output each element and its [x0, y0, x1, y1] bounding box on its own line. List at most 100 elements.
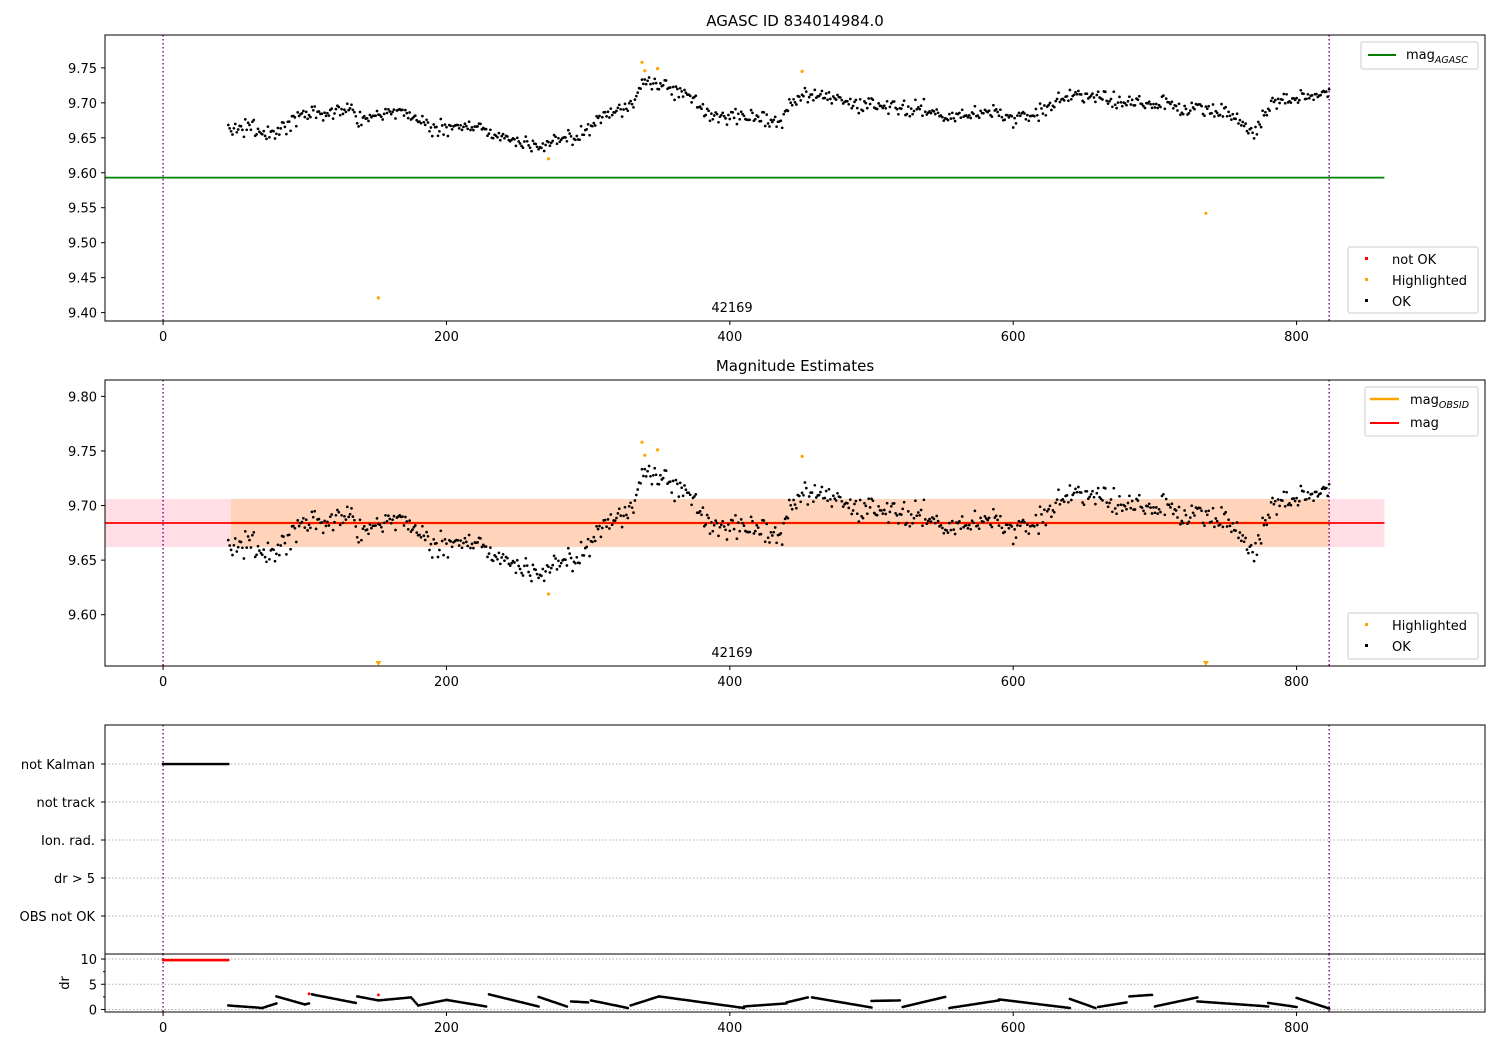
top-ok-point — [773, 115, 777, 119]
middle-ok-point — [515, 558, 519, 562]
middle-ok-point — [548, 571, 552, 574]
top-ok-point — [435, 125, 438, 129]
middle-ok-point — [627, 504, 631, 508]
top-ok-point — [389, 112, 393, 116]
top-ok-point — [858, 97, 862, 101]
top-ok-point — [540, 146, 543, 150]
top-ok-point — [1048, 101, 1052, 105]
top-ok-point — [460, 128, 464, 132]
middle-ok-point — [1112, 486, 1116, 490]
top-x-tick-label: 600 — [1001, 330, 1026, 345]
middle-ok-point — [547, 565, 550, 569]
middle-ok-point — [775, 541, 778, 545]
middle-highlighted-point — [643, 453, 647, 457]
middle-ok-point — [235, 550, 239, 553]
top-ok-point — [700, 107, 703, 111]
middle-ok-point — [932, 517, 936, 521]
middle-ok-point — [1238, 531, 1242, 534]
top-x-tick-label: 400 — [717, 330, 742, 345]
middle-ok-point — [683, 484, 686, 487]
top-ok-point — [834, 98, 838, 101]
dr-axis-label: dr — [58, 976, 73, 990]
top-ok-point — [807, 95, 811, 99]
dr-point — [626, 1006, 630, 1010]
top-ok-point — [360, 123, 363, 127]
middle-ok-point — [530, 579, 533, 583]
top-ok-point — [627, 101, 631, 105]
middle-ok-point — [973, 509, 977, 513]
dr-red-point — [377, 993, 380, 997]
top-ok-point — [1011, 126, 1015, 129]
top-ok-point — [241, 128, 244, 132]
top-ok-point — [710, 112, 713, 115]
top-ok-point — [1306, 92, 1310, 96]
dr-point — [354, 1001, 358, 1005]
middle-ok-point — [1174, 509, 1178, 512]
top-ok-point — [469, 128, 472, 132]
middle-ok-point — [1020, 520, 1024, 524]
middle-ok-point — [375, 517, 379, 520]
middle-ok-point — [275, 552, 278, 556]
top-ok-point — [742, 114, 746, 118]
top-ok-point — [1043, 104, 1046, 107]
top-ok-point — [763, 124, 767, 128]
middle-ok-point — [463, 536, 467, 540]
middle-ok-point — [336, 508, 339, 512]
top-ok-point — [759, 119, 763, 123]
middle-ok-point — [1142, 509, 1145, 513]
dr-point — [1125, 1001, 1128, 1004]
middle-ok-point — [688, 493, 692, 497]
middle-ok-point — [1150, 512, 1154, 515]
middle-ok-point — [1220, 506, 1223, 509]
middle-ok-point — [1006, 523, 1009, 527]
top-ok-point — [506, 135, 509, 138]
top-ok-point — [413, 114, 417, 117]
top-ok-point — [1062, 99, 1066, 102]
top-chart-marks: 9.40 9.45 9.50 9.55 9.60 9.65 9.70 9.75 0 200 400 6… — [68, 35, 1385, 345]
middle-ok-point — [765, 522, 769, 526]
middle-ok-point — [358, 518, 362, 522]
middle-ok-point — [1065, 494, 1069, 497]
top-ok-point — [1170, 100, 1174, 104]
middle-ok-point — [287, 533, 291, 537]
top-ok-point — [391, 110, 394, 114]
middle-ok-point — [1103, 487, 1107, 490]
middle-ok-point — [1140, 506, 1144, 510]
top-ok-point — [406, 116, 410, 120]
middle-ok-point — [1307, 496, 1311, 500]
top-ok-point — [623, 102, 627, 106]
top-highlighted-point — [1204, 211, 1208, 215]
middle-ok-point — [391, 518, 394, 522]
middle-ok-point — [714, 519, 718, 522]
top-ok-point — [1103, 90, 1107, 94]
middle-ok-point — [263, 555, 267, 559]
top-ok-point — [317, 110, 321, 113]
top-ok-point — [795, 103, 798, 106]
middle-ok-point — [676, 482, 679, 486]
middle-ok-point — [802, 493, 805, 497]
top-ok-point — [476, 125, 479, 128]
middle-ok-point — [946, 531, 950, 534]
top-ok-point — [1227, 110, 1230, 114]
top-ok-point — [789, 101, 793, 105]
middle-ok-point — [1234, 529, 1237, 532]
middle-ok-point — [1205, 513, 1209, 517]
top-line-legend-box — [1360, 41, 1479, 70]
middle-ok-point — [921, 524, 924, 528]
middle-ok-point — [277, 553, 281, 557]
middle-out-of-range-marker — [1202, 661, 1209, 666]
top-ok-point — [681, 95, 685, 98]
top-ok-point — [341, 112, 345, 116]
middle-ok-point — [484, 545, 488, 548]
middle-ok-point — [1156, 512, 1160, 515]
middle-ok-point — [622, 514, 625, 518]
middle-ok-point — [435, 541, 438, 545]
dr-point — [307, 1002, 311, 1005]
middle-ok-point — [327, 524, 331, 527]
middle-ok-point — [354, 525, 358, 528]
top-ok-point — [908, 114, 912, 118]
middle-ok-point — [673, 499, 676, 503]
top-ok-point — [969, 116, 973, 120]
top-ok-point — [231, 133, 234, 136]
top-ok-point — [419, 121, 423, 125]
